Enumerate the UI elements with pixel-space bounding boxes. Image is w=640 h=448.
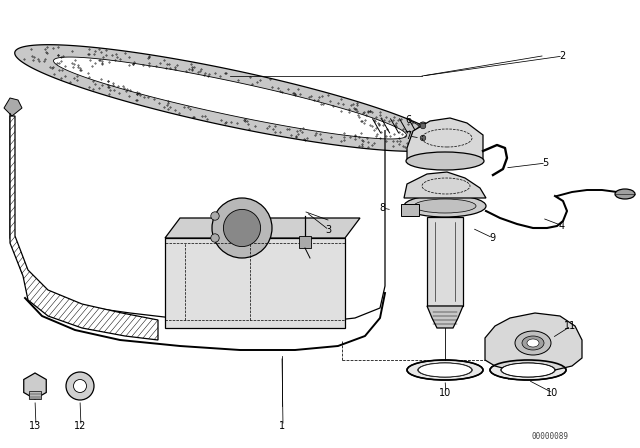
Text: 8: 8	[379, 203, 385, 213]
Text: 9: 9	[489, 233, 495, 243]
Ellipse shape	[414, 199, 476, 213]
Polygon shape	[407, 118, 483, 161]
Bar	[427, 217, 463, 306]
Polygon shape	[54, 57, 406, 139]
Polygon shape	[15, 45, 445, 151]
Polygon shape	[10, 116, 158, 340]
Text: 3: 3	[325, 225, 331, 235]
Text: 1: 1	[279, 421, 285, 431]
Circle shape	[223, 209, 260, 246]
Circle shape	[66, 372, 94, 400]
Circle shape	[74, 379, 86, 392]
Text: 10: 10	[546, 388, 558, 398]
Circle shape	[211, 234, 219, 242]
Ellipse shape	[419, 363, 472, 377]
Text: 7: 7	[405, 131, 411, 141]
Bar	[401, 204, 419, 216]
Text: 10: 10	[439, 388, 451, 398]
Text: 4: 4	[559, 221, 565, 231]
Text: 13: 13	[29, 421, 41, 431]
Circle shape	[419, 122, 427, 130]
Circle shape	[419, 134, 427, 142]
Ellipse shape	[615, 189, 635, 199]
Polygon shape	[4, 98, 22, 116]
Text: 2: 2	[559, 51, 565, 61]
Ellipse shape	[406, 152, 484, 170]
Text: 00000089: 00000089	[531, 431, 568, 440]
Bar	[29, 391, 41, 399]
Ellipse shape	[515, 331, 551, 355]
Polygon shape	[485, 313, 582, 370]
Polygon shape	[165, 238, 345, 328]
Ellipse shape	[501, 363, 555, 377]
Bar	[299, 236, 311, 248]
Polygon shape	[404, 172, 486, 198]
Polygon shape	[165, 218, 360, 238]
Ellipse shape	[404, 195, 486, 217]
Circle shape	[211, 212, 219, 220]
Circle shape	[420, 123, 426, 129]
Text: 5: 5	[542, 158, 548, 168]
Ellipse shape	[407, 360, 483, 380]
Ellipse shape	[490, 360, 566, 380]
Text: 12: 12	[74, 421, 86, 431]
Circle shape	[212, 198, 272, 258]
Ellipse shape	[527, 339, 539, 347]
Polygon shape	[427, 306, 463, 328]
Ellipse shape	[522, 336, 544, 350]
Circle shape	[420, 135, 426, 141]
Text: 6: 6	[405, 115, 411, 125]
Text: 11: 11	[564, 321, 576, 331]
